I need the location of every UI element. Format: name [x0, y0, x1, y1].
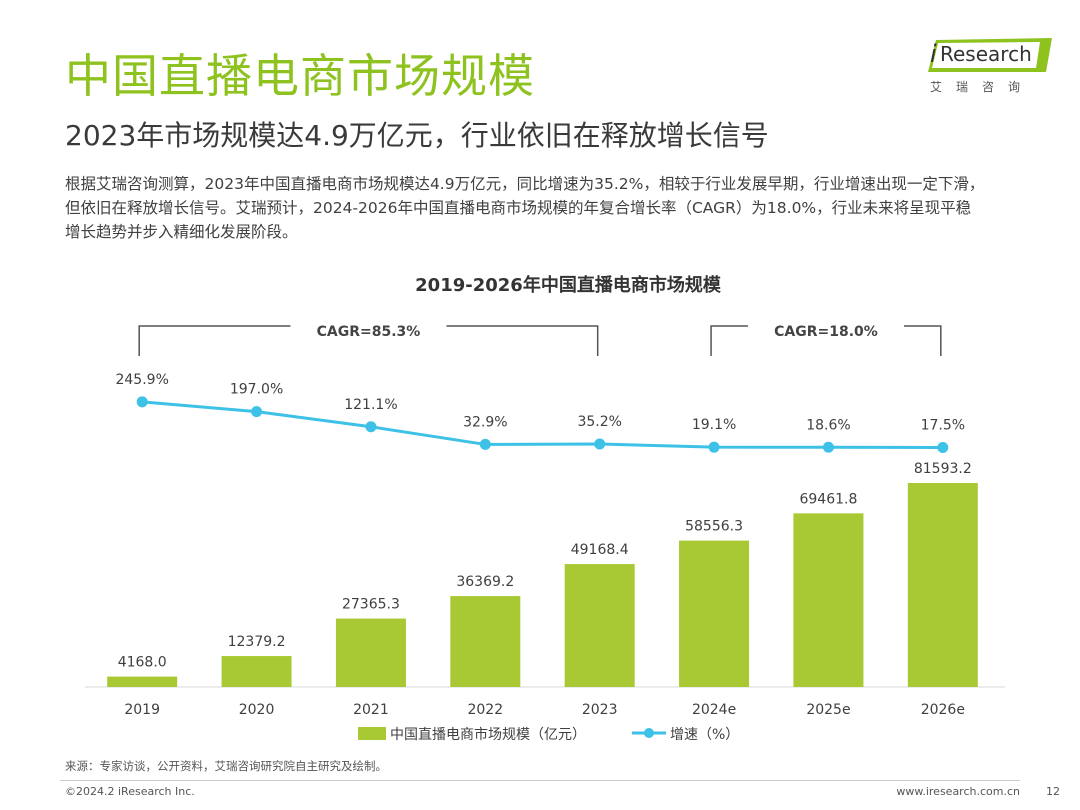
x-tick-label: 2020 — [239, 702, 275, 718]
growth-point — [479, 438, 491, 450]
summary-line: 根据艾瑞咨询测算，2023年中国直播电商市场规模达4.9万亿元，同比增速为35.… — [65, 175, 985, 193]
growth-point — [594, 438, 606, 450]
x-tick-label: 2024e — [692, 702, 736, 718]
bar — [221, 656, 292, 687]
bar-value-label: 58556.3 — [685, 519, 743, 535]
growth-label: 19.1% — [692, 417, 736, 433]
legend-line-marker — [644, 728, 654, 738]
logo-name: Research — [940, 42, 1032, 66]
iresearch-logo: i Research 艾瑞咨询 — [928, 34, 1052, 94]
bar-value-label: 81593.2 — [914, 461, 972, 477]
copyright: ©2024.2 iResearch Inc. — [65, 785, 195, 798]
growth-label: 35.2% — [577, 414, 621, 430]
growth-point — [136, 396, 148, 408]
chart-title: 2019-2026年中国直播电商市场规模 — [415, 274, 722, 296]
page-title: 中国直播电商市场规模 — [65, 49, 535, 103]
website-link[interactable]: www.iresearch.com.cn — [896, 785, 1020, 798]
bar-value-label: 49168.4 — [571, 542, 629, 558]
footer-divider — [60, 780, 1020, 781]
x-tick-label: 2022 — [467, 702, 503, 718]
legend-bar-label: 中国直播电商市场规模（亿元） — [390, 726, 586, 743]
growth-point — [708, 441, 720, 453]
x-tick-label: 2021 — [353, 702, 389, 718]
bar — [793, 513, 864, 687]
bar — [450, 596, 521, 687]
page-subtitle: 2023年市场规模达4.9万亿元，行业依旧在释放增长信号 — [65, 119, 769, 152]
page-number: 12 — [1046, 785, 1060, 798]
bar-value-label: 36369.2 — [456, 574, 514, 590]
growth-line — [142, 400, 943, 449]
growth-label: 17.5% — [921, 418, 965, 434]
growth-label: 245.9% — [115, 372, 168, 388]
market-size-chart: 2019-2026年中国直播电商市场规模 CAGR=85.3% CAGR=18.0%… — [85, 274, 1005, 743]
logo-mark: i — [930, 40, 937, 68]
cagr-label: CAGR=18.0% — [774, 324, 878, 340]
x-tick-label: 2019 — [124, 702, 160, 718]
growth-point — [251, 406, 263, 418]
summary-paragraph: 根据艾瑞咨询测算，2023年中国直播电商市场规模达4.9万亿元，同比增速为35.… — [65, 172, 1045, 244]
logo-cn-name: 艾瑞咨询 — [930, 80, 1035, 94]
cagr-bracket — [138, 325, 599, 356]
summary-line: 增长趋势并步入精细化发展阶段。 — [65, 223, 298, 241]
growth-label: 32.9% — [463, 414, 507, 430]
growth-label: 197.0% — [230, 382, 283, 398]
bar — [907, 483, 978, 687]
growth-point — [365, 421, 377, 433]
x-tick-label: 2025e — [806, 702, 850, 718]
legend-line-label: 增速（%） — [670, 727, 739, 743]
x-tick-label: 2023 — [582, 702, 618, 718]
growth-label: 18.6% — [806, 417, 850, 433]
growth-point — [822, 441, 834, 453]
bar — [335, 618, 406, 687]
bar-value-label: 69461.8 — [799, 491, 857, 507]
growth-point — [937, 442, 949, 453]
logo-badge-icon — [928, 38, 1052, 72]
bar-value-label: 27365.3 — [342, 597, 400, 613]
source-note: 来源：专家访谈，公开资料，艾瑞咨询研究院自主研究及绘制。 — [65, 759, 387, 773]
cagr-bracket — [710, 325, 942, 356]
legend-bar-swatch — [358, 727, 386, 740]
growth-label: 121.1% — [344, 397, 397, 413]
bar-value-label: 12379.2 — [228, 634, 286, 650]
x-tick-label: 2026e — [921, 702, 965, 718]
bar-value-label: 4168.0 — [118, 655, 167, 671]
bar — [679, 540, 750, 687]
cagr-label: CAGR=85.3% — [317, 324, 421, 340]
bar — [564, 564, 635, 687]
bar — [107, 676, 178, 687]
summary-line: 但依旧在释放增长信号。艾瑞预计，2024-2026年中国直播电商市场规模的年复合… — [65, 199, 972, 217]
